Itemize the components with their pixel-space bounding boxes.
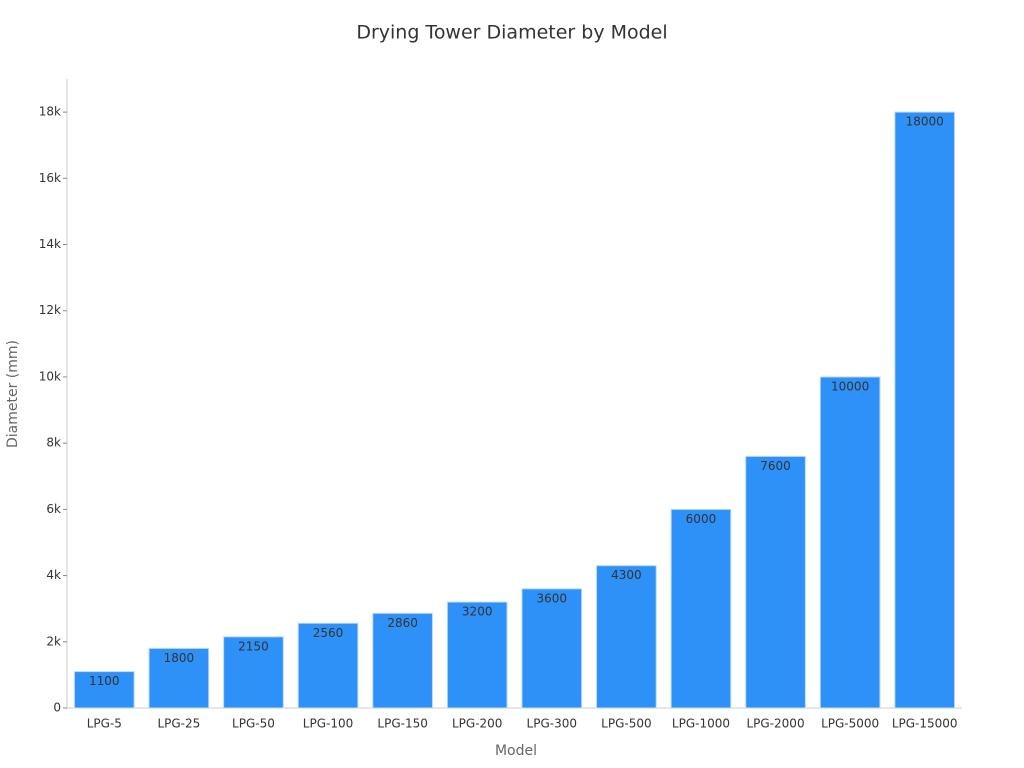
- bar: [596, 565, 657, 709]
- value-label: 6000: [686, 512, 717, 526]
- value-label: 3200: [462, 605, 493, 619]
- bar: [894, 111, 956, 709]
- bar: [223, 636, 284, 709]
- x-tick-label: LPG-5000: [821, 717, 879, 731]
- x-tick-label: LPG-300: [527, 717, 577, 731]
- y-axis-title: Diameter (mm): [5, 340, 21, 448]
- value-label: 2860: [387, 616, 418, 630]
- y-tick-label: 10k: [39, 369, 61, 383]
- bar: [446, 601, 508, 709]
- bar: [745, 455, 806, 709]
- bar: [670, 508, 732, 709]
- y-tick-label: 2k: [46, 634, 61, 648]
- x-tick-label: LPG-500: [601, 717, 651, 731]
- x-axis-title: Model: [495, 743, 537, 759]
- x-tick-label: LPG-5: [87, 717, 122, 731]
- bar: [819, 376, 881, 709]
- x-tick-label: LPG-50: [232, 717, 275, 731]
- value-label: 2560: [313, 626, 344, 640]
- y-tick-label: 6k: [46, 502, 61, 516]
- x-tick-label: LPG-100: [303, 717, 353, 731]
- y-tick-label: 16k: [39, 171, 61, 185]
- value-label: 2150: [238, 639, 269, 653]
- y-tick-label: 18k: [39, 105, 61, 119]
- value-label: 18000: [906, 115, 944, 129]
- value-label: 3600: [537, 591, 568, 605]
- bar: [372, 612, 433, 709]
- x-tick-label: LPG-15000: [892, 717, 958, 731]
- bar: [148, 647, 210, 709]
- y-tick-label: 4k: [46, 568, 61, 582]
- bar: [521, 588, 583, 709]
- value-label: 1100: [89, 674, 120, 688]
- y-tick-label: 14k: [39, 237, 61, 251]
- value-label: 4300: [611, 568, 642, 582]
- chart-title: Drying Tower Diameter by Model: [356, 22, 667, 44]
- bar: [73, 671, 135, 709]
- value-label: 7600: [760, 459, 791, 473]
- y-tick-label: 12k: [39, 303, 61, 317]
- x-tick-label: LPG-2000: [746, 717, 804, 731]
- x-tick-label: LPG-150: [377, 717, 427, 731]
- value-label: 10000: [831, 379, 869, 393]
- x-tick-label: LPG-200: [452, 717, 502, 731]
- bar: [297, 622, 359, 709]
- x-tick-label: LPG-1000: [672, 717, 730, 731]
- y-tick-label: 8k: [46, 436, 61, 450]
- y-tick-label: 0: [53, 701, 61, 715]
- x-tick-label: LPG-25: [157, 717, 200, 731]
- value-label: 1800: [164, 651, 195, 665]
